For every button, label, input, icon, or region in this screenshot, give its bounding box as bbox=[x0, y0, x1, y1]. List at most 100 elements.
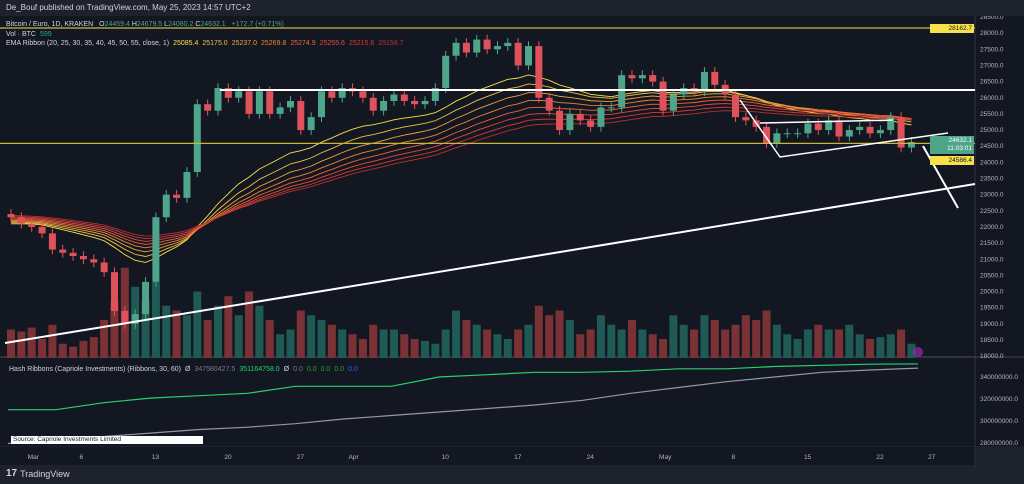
price-axis bbox=[976, 16, 1024, 446]
candle-body bbox=[204, 104, 212, 111]
candle-body bbox=[17, 217, 25, 224]
time-tick: 6 bbox=[79, 454, 83, 461]
candle-body bbox=[359, 91, 367, 98]
candle-body bbox=[587, 120, 595, 127]
hash-tick: 320000000.0 bbox=[980, 396, 1018, 403]
volume-bar bbox=[38, 339, 47, 358]
price-tick: 20000.0 bbox=[980, 289, 1004, 296]
price-tick: 19000.0 bbox=[980, 321, 1004, 328]
candle-body bbox=[535, 46, 543, 98]
time-tick: 27 bbox=[928, 454, 936, 461]
candle-body bbox=[173, 194, 181, 198]
hash-pane bbox=[0, 358, 975, 446]
volume-bar bbox=[741, 315, 750, 358]
candle-body bbox=[59, 249, 67, 253]
ema-ribbon-line bbox=[10, 106, 912, 240]
candle-body bbox=[711, 71, 719, 85]
chart-canvas[interactable]: 28500.0 28000.0 27500.0 27000.0 26500.0 26000… bbox=[0, 16, 1024, 468]
price-tick: 27500.0 bbox=[980, 46, 1004, 53]
candle-body bbox=[369, 97, 377, 111]
candle-body bbox=[411, 100, 419, 105]
candle-body bbox=[328, 91, 336, 98]
candle-body bbox=[876, 130, 884, 134]
volume-bar bbox=[327, 324, 336, 358]
ema-value: 25158.7 bbox=[378, 40, 404, 47]
volume-bar bbox=[669, 315, 678, 358]
volume-bar bbox=[58, 343, 67, 358]
volume-bar bbox=[762, 310, 771, 358]
time-tick: 22 bbox=[876, 454, 884, 461]
price-tick: 23000.0 bbox=[980, 192, 1004, 199]
candle-body bbox=[566, 113, 574, 131]
time-tick: 20 bbox=[224, 454, 232, 461]
candle-body bbox=[680, 88, 688, 95]
candle-body bbox=[69, 252, 77, 257]
volume-bar bbox=[162, 305, 171, 358]
last-price-tag: 24632.1 11:03:01 bbox=[930, 136, 974, 154]
volume-bar bbox=[483, 329, 492, 358]
volume-bar bbox=[89, 337, 98, 358]
candle-body bbox=[493, 46, 501, 50]
candle-body bbox=[607, 107, 615, 109]
candle-body bbox=[545, 97, 553, 111]
support-trendline bbox=[4, 183, 976, 344]
volume-bar bbox=[824, 329, 833, 358]
price-tick: 19500.0 bbox=[980, 305, 1004, 312]
volume-bar bbox=[700, 315, 709, 358]
price-tick: 25000.0 bbox=[980, 127, 1004, 134]
candle-body bbox=[431, 88, 439, 101]
price-tick: 28500.0 bbox=[980, 16, 1004, 21]
main-legend: Bitcoin / Euro, 1D, KRAKEN O24459.4 H246… bbox=[6, 21, 288, 28]
ema-value: 25215.6 bbox=[348, 40, 375, 47]
volume-bar bbox=[772, 324, 781, 358]
ema-ribbon-line bbox=[10, 92, 912, 253]
volume-bar bbox=[193, 291, 202, 358]
candle-body bbox=[825, 120, 833, 131]
volume-bar bbox=[286, 329, 295, 358]
tradingview-logo[interactable]: 17 TradingView bbox=[6, 468, 70, 479]
hash-slow-line bbox=[7, 367, 919, 445]
time-tick: Apr bbox=[349, 454, 360, 461]
hash-tick: 280000000.0 bbox=[980, 440, 1018, 447]
ohlc: O24459.4 H24679.5 L24080.2 C24632.1 bbox=[99, 21, 226, 28]
ema-value: 25274.9 bbox=[290, 40, 316, 47]
volume-bar bbox=[855, 334, 864, 358]
volume-bar bbox=[245, 291, 254, 358]
candle-body bbox=[297, 100, 305, 131]
volume-bar bbox=[472, 324, 481, 358]
volume-bar bbox=[348, 334, 357, 358]
ema-ribbon-line bbox=[10, 83, 912, 257]
volume-bar bbox=[410, 339, 419, 358]
hash-legend: Hash Ribbons (Capriole Investments) (Rib… bbox=[9, 366, 358, 373]
price-tick: 27000.0 bbox=[980, 62, 1004, 69]
ema-legend: EMA Ribbon (20, 25, 30, 35, 40, 45, 50, … bbox=[6, 40, 404, 47]
volume-bar bbox=[783, 334, 792, 358]
candle-body bbox=[804, 123, 812, 134]
volume-bar bbox=[545, 315, 554, 358]
projection-line bbox=[922, 145, 959, 209]
volume-bar bbox=[141, 301, 150, 358]
price-tick: 21000.0 bbox=[980, 256, 1004, 263]
volume-bar bbox=[358, 339, 367, 358]
price-tick: 18500.0 bbox=[980, 337, 1004, 344]
volume-bar bbox=[203, 320, 212, 358]
time-tick: 24 bbox=[587, 454, 595, 461]
volume-bar bbox=[565, 320, 574, 358]
volume-bar bbox=[224, 296, 233, 358]
candle-body bbox=[866, 126, 874, 134]
volume-bar bbox=[7, 329, 15, 358]
candle-body bbox=[286, 100, 294, 108]
candle-body bbox=[897, 117, 905, 148]
volume-bar bbox=[421, 340, 429, 358]
source-label: Source: Capriole Investments Limited bbox=[11, 436, 203, 444]
volume-bar bbox=[617, 329, 626, 358]
volume-bar bbox=[835, 329, 843, 358]
ema-value: 25269.8 bbox=[261, 40, 287, 47]
candle-body bbox=[235, 91, 243, 98]
candle-body bbox=[618, 75, 626, 108]
volume-bar bbox=[110, 301, 119, 358]
volume-bar bbox=[845, 324, 854, 358]
candle-body bbox=[121, 310, 129, 324]
time-tick: 27 bbox=[297, 454, 305, 461]
volume-bar bbox=[441, 329, 450, 358]
